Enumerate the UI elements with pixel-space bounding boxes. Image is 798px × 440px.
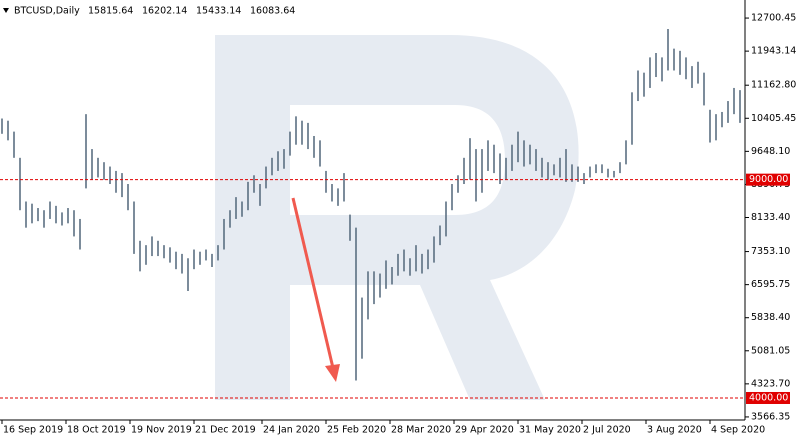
arrow-head (325, 364, 340, 382)
y-tick-label: 6595.75 (751, 279, 790, 290)
x-tick-label: 2 Jul 2020 (583, 425, 631, 436)
y-tick-label: 12700.45 (751, 13, 796, 24)
y-tick-label: 10405.45 (751, 113, 796, 124)
y-tick-label: 4323.70 (751, 378, 790, 389)
y-tick-label: 7353.10 (751, 246, 790, 257)
level-label-box (746, 391, 790, 404)
y-tick-label: 5081.05 (751, 345, 790, 356)
y-tick-label: 11162.80 (751, 80, 796, 91)
x-tick-label: 25 Feb 2020 (327, 425, 386, 436)
y-tick-label: 9648.10 (751, 146, 790, 157)
level-label: 4000.00 (749, 392, 788, 403)
header-arrow (3, 8, 9, 13)
header-ohlc-value: 15433.14 (196, 6, 241, 17)
header-symbol: BTCUSD,Daily (14, 6, 80, 17)
header-ohlc: 15815.64 16202.14 15433.14 16083.64 (88, 6, 295, 17)
x-tick-label: 29 Apr 2020 (455, 425, 514, 436)
x-tick-label: 4 Sep 2020 (711, 425, 765, 436)
watermark-logo (215, 35, 579, 400)
header-ohlc-value: 16083.64 (250, 6, 295, 17)
level-label: 9000.00 (749, 174, 788, 185)
level-label-box (746, 173, 790, 186)
x-tick-label: 16 Sep 2019 (3, 425, 63, 436)
y-tick-label: 11943.14 (751, 46, 796, 57)
y-tick-label: 5838.40 (751, 312, 790, 323)
x-tick-label: 19 Nov 2019 (131, 425, 192, 436)
header-ohlc-value: 16202.14 (142, 6, 187, 17)
x-tick-label: 24 Jan 2020 (263, 425, 320, 436)
x-tick-label: 31 May 2020 (519, 425, 581, 436)
watermark (215, 35, 579, 400)
y-tick-label: 8133.40 (751, 212, 790, 223)
annotation-arrow (291, 197, 340, 382)
header-ohlc-value: 15815.64 (88, 6, 133, 17)
x-tick-label: 18 Oct 2019 (67, 425, 126, 436)
x-tick-label: 21 Dec 2019 (195, 425, 256, 436)
x-tick-label: 3 Aug 2020 (647, 425, 702, 436)
x-tick-label: 28 Mar 2020 (391, 425, 451, 436)
y-tick-label: 3566.35 (751, 411, 790, 422)
arrow-shaft (291, 197, 335, 369)
